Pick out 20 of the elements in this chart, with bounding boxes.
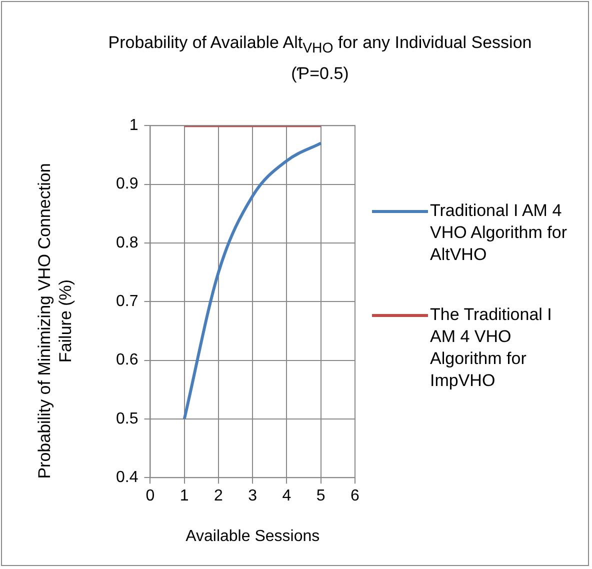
y-tick-label: 0.4 [116,469,138,486]
x-tick-label: 4 [282,488,292,505]
x-tick-label: 0 [146,488,155,505]
x-axis-title: Available Sessions [186,528,320,545]
x-tick-label: 1 [180,488,189,505]
y-tick-label: 0.6 [116,352,138,369]
x-tick-label: 2 [214,488,224,505]
y-tick-label: 0.7 [116,293,138,310]
x-tick-label: 5 [316,488,326,505]
line-series [182,142,322,420]
y-tick-label: 0.8 [116,234,138,252]
y-tick-label: 1 [129,117,138,134]
y-tick-label: 0.5 [116,410,138,428]
chart-title: Probability of Available Alt$_{VHO}$ for any Individual Session (Ƥ=0.5) [107,32,533,86]
y-tick-label: 0.9 [116,176,138,193]
x-tick-label: 3 [248,488,258,505]
legend-label: Traditional I AM 4 VHO Algorithm for AltVHO [430,200,568,266]
legend-label: The Traditional I AM 4 VHO Algorithm for ImpVHO [430,304,553,392]
x-tick-label: 6 [350,488,360,505]
y-axis-title: Probability of Minimizing VHO Connection Failure (%) [34,162,76,481]
